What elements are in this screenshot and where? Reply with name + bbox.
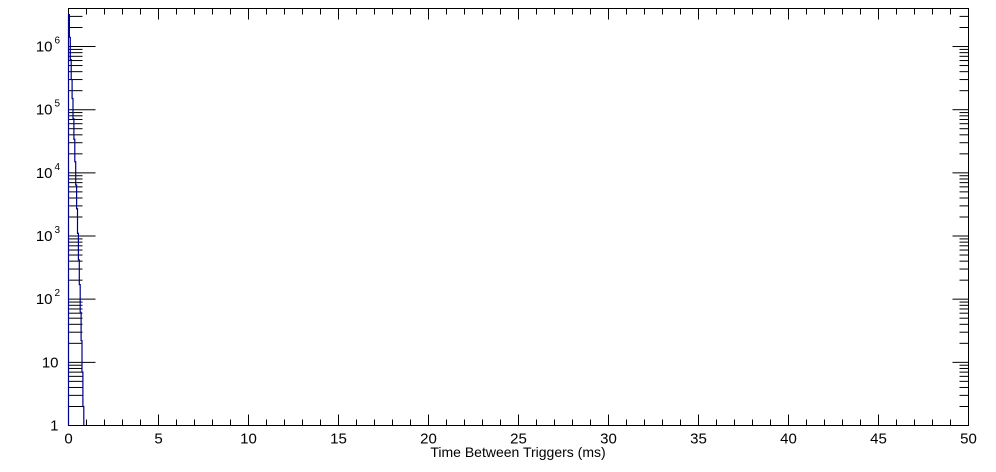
x-tick-label: 5 xyxy=(154,431,162,448)
histogram-series xyxy=(67,14,85,426)
histogram-step-line xyxy=(67,14,85,426)
x-axis-major-ticks xyxy=(68,8,969,426)
y-tick-label: 10 4 xyxy=(36,162,61,182)
x-tick-label: 10 xyxy=(240,431,257,448)
x-axis-tick-labels: 0 5 10 15 20 25 30 35 40 45 50 xyxy=(64,431,977,448)
x-tick-label: 25 xyxy=(510,431,527,448)
y-tick-label-base: 10 xyxy=(36,291,53,308)
y-tick-label-base: 10 xyxy=(36,39,53,56)
y-tick-label-exponent: 6 xyxy=(55,36,61,47)
y-tick-label-base: 10 xyxy=(36,165,53,182)
y-tick-label: 10 2 xyxy=(36,288,61,308)
x-tick-label: 35 xyxy=(690,431,707,448)
x-tick-label: 30 xyxy=(600,431,617,448)
y-tick-label: 1 xyxy=(50,418,58,435)
x-tick-label: 50 xyxy=(960,431,977,448)
y-tick-label-base: 1 xyxy=(50,418,58,435)
y-tick-label-base: 10 xyxy=(36,228,53,245)
x-tick-label: 0 xyxy=(64,431,72,448)
x-tick-label: 15 xyxy=(330,431,347,448)
y-tick-label-exponent: 3 xyxy=(55,225,61,236)
y-tick-label-exponent: 5 xyxy=(55,99,61,110)
x-tick-label: 45 xyxy=(870,431,887,448)
y-tick-label: 10 6 xyxy=(36,36,61,56)
y-tick-label-base: 10 xyxy=(42,354,59,371)
y-tick-label: 10 3 xyxy=(36,225,61,245)
x-tick-label: 40 xyxy=(780,431,797,448)
y-tick-label-exponent: 2 xyxy=(55,288,61,299)
y-tick-label: 10 5 xyxy=(36,99,61,119)
y-tick-label-base: 10 xyxy=(36,102,53,119)
x-axis-title: Time Between Triggers (ms) xyxy=(430,444,605,460)
y-tick-label-exponent: 4 xyxy=(55,162,61,173)
x-tick-label: 20 xyxy=(420,431,437,448)
x-axis-minor-ticks xyxy=(86,8,951,426)
y-tick-label: 10 xyxy=(42,354,59,371)
